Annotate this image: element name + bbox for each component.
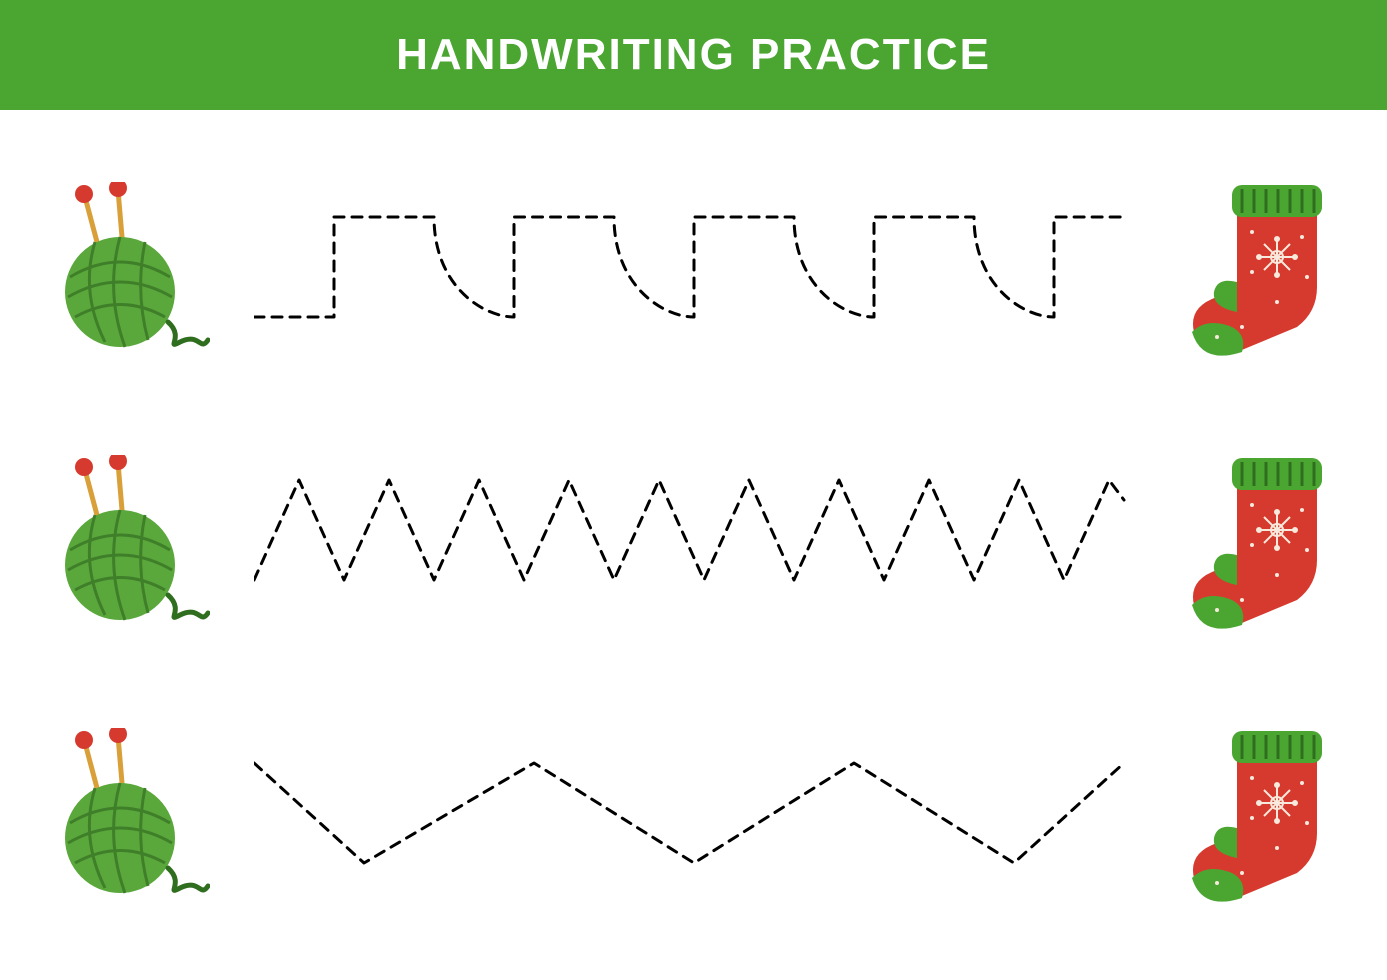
sock-icon [1177,723,1337,903]
worksheet-rows [0,110,1387,980]
tracing-line [220,460,1167,620]
yarn-ball-icon [50,182,210,352]
tracing-line [220,187,1167,347]
sock-icon [1177,177,1337,357]
practice-row [50,693,1337,933]
yarn-ball-icon [50,455,210,625]
practice-row [50,420,1337,660]
header-bar: HANDWRITING PRACTICE [0,0,1387,110]
sock-icon [1177,450,1337,630]
tracing-line [220,733,1167,893]
practice-row [50,147,1337,387]
yarn-ball-icon [50,728,210,898]
page-title: HANDWRITING PRACTICE [396,30,991,80]
